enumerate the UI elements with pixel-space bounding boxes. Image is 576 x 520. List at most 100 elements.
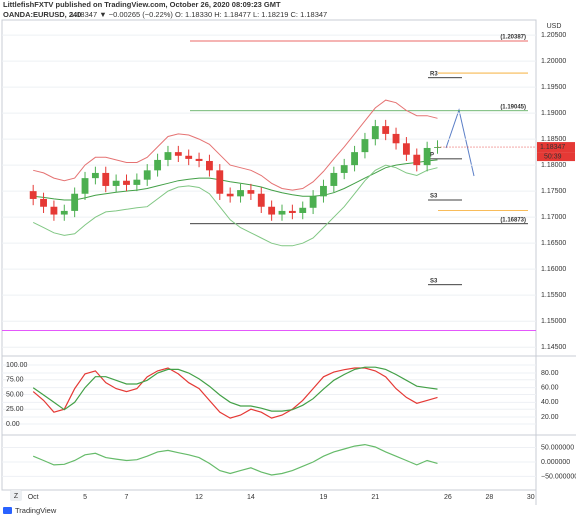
overlay-line xyxy=(32,164,438,247)
publisher: LittlefishFXTV published on TradingView.… xyxy=(3,0,281,9)
candle-body xyxy=(50,206,58,215)
countdown-tag xyxy=(537,152,575,162)
x-tick-label: 5 xyxy=(83,494,87,501)
level-label: (1.19045) xyxy=(500,104,526,110)
x-tick-label: 21 xyxy=(371,494,379,501)
x-tick-label: 19 xyxy=(320,494,328,501)
candle-body xyxy=(340,165,348,173)
x-tick-label: 26 xyxy=(444,494,452,501)
y-tick-label: 1.17500 xyxy=(541,188,566,195)
x-tick-label: Oct xyxy=(28,494,39,501)
candle-body xyxy=(174,152,182,156)
y-tick-label: 1.19000 xyxy=(541,110,566,117)
candle-body xyxy=(371,126,379,140)
overlay-line xyxy=(33,99,438,191)
y-tick-label: 100.00 xyxy=(6,362,28,369)
candle-body xyxy=(288,210,296,213)
price-tag xyxy=(537,142,575,153)
candle-body xyxy=(434,147,441,148)
y-tick-label: 1.17000 xyxy=(541,214,566,221)
y-tick-label: 1.18500 xyxy=(541,136,566,143)
symbol: OANDA:EURUSD, 240 xyxy=(3,10,81,19)
level-label: S3 xyxy=(430,278,438,284)
zoom-label[interactable]: Z xyxy=(14,493,19,500)
level-label: R3 xyxy=(430,71,438,77)
y-tick-label: 1.15500 xyxy=(541,292,566,299)
y-tick-label: 1.20500 xyxy=(541,32,566,39)
brand: TradingView xyxy=(15,506,57,515)
y-tick-label: 1.16000 xyxy=(541,266,566,273)
candle-body xyxy=(91,172,99,179)
y-tick-label: 80.00 xyxy=(541,370,559,377)
y-tick-label: 0.000000 xyxy=(541,459,570,466)
candle-body xyxy=(278,210,286,215)
quote: 1.18347 ▼ −0.00265 (−0.22%) O: 1.18330 H… xyxy=(70,10,327,19)
brand-logo xyxy=(3,507,12,514)
series-line xyxy=(32,443,438,476)
candle-body xyxy=(123,180,130,185)
y-tick-label: 20.00 xyxy=(541,414,559,421)
y-tick-label: 1.20000 xyxy=(541,58,566,65)
level-label: S3 xyxy=(430,194,438,200)
candle-body xyxy=(133,179,141,185)
candle-body xyxy=(226,193,234,197)
y-tick-label: 1.18000 xyxy=(541,162,566,169)
candle-body xyxy=(382,126,390,134)
y-tick-label: 50.000000 xyxy=(541,444,574,451)
candle-body xyxy=(164,152,172,160)
zoom-button[interactable] xyxy=(10,490,22,501)
candle-body xyxy=(71,193,79,211)
y-tick-label: 40.00 xyxy=(541,399,559,406)
x-tick-label: 7 xyxy=(125,494,129,501)
candle-body xyxy=(154,159,162,171)
candle-body xyxy=(392,133,400,144)
candle-body xyxy=(102,172,110,186)
projection xyxy=(445,108,475,177)
candle-body xyxy=(81,178,89,194)
y-tick-label: 75.00 xyxy=(6,377,24,384)
x-tick-label: 28 xyxy=(485,494,493,501)
y-tick-label: 25.00 xyxy=(6,406,24,413)
y-tick-label: 1.14500 xyxy=(541,344,566,351)
y-tick-label: 1.19500 xyxy=(541,84,566,91)
currency: USD xyxy=(547,23,562,30)
y-tick-label: 50.00 xyxy=(6,391,24,398)
candle-body xyxy=(195,158,203,161)
y-tick-label: −50.000000 xyxy=(541,473,576,480)
candle-body xyxy=(330,172,338,186)
candle-body xyxy=(361,139,369,153)
level-label: P xyxy=(430,152,434,158)
candle-body xyxy=(185,155,193,159)
candle-body xyxy=(402,143,410,155)
x-tick-label: 12 xyxy=(195,494,203,501)
candle-body xyxy=(247,190,255,194)
y-tick-label: 1.16500 xyxy=(541,240,566,247)
candle-body xyxy=(423,147,431,166)
series-line xyxy=(32,366,438,412)
x-tick-label: 30 xyxy=(527,494,535,501)
candle-body xyxy=(29,191,37,199)
candle-body xyxy=(299,207,307,213)
candle-body xyxy=(413,154,421,166)
candle-body xyxy=(216,170,224,194)
price-tag-label: 1.18347 xyxy=(540,144,565,151)
candle-body xyxy=(257,193,265,207)
candle-body xyxy=(309,196,317,208)
y-tick-label: 0.00 xyxy=(6,421,20,428)
level-label: (1.16873) xyxy=(500,217,526,223)
countdown-label: 50:39 xyxy=(544,153,562,160)
candle-body xyxy=(268,206,276,215)
candle-body xyxy=(60,210,68,215)
candle-body xyxy=(112,180,120,186)
candle-body xyxy=(206,160,213,171)
x-tick-label: 14 xyxy=(247,494,255,501)
level-label: (1.20387) xyxy=(500,35,526,41)
candle-body xyxy=(40,198,47,207)
candle-body xyxy=(351,152,358,166)
y-tick-label: 60.00 xyxy=(541,385,559,392)
candle-body xyxy=(320,185,327,197)
candle-body xyxy=(237,190,244,197)
candle-body xyxy=(143,170,151,180)
